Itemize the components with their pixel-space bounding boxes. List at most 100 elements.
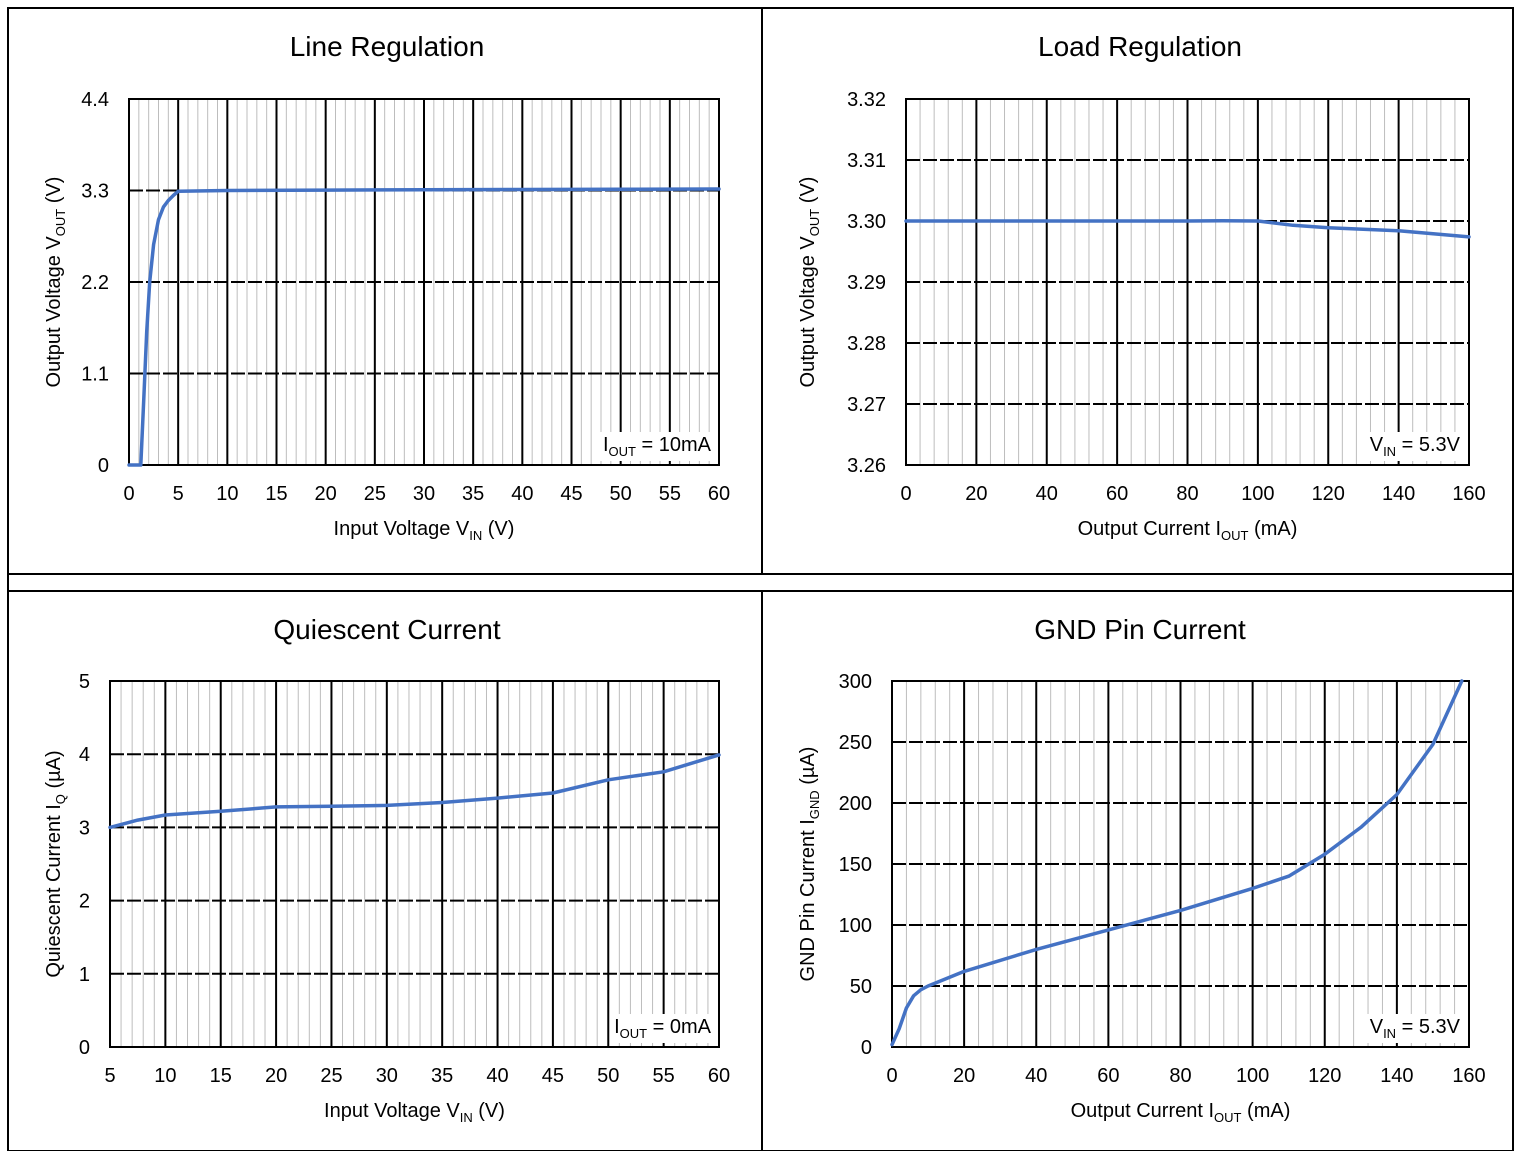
x-tick-label: 100 (1241, 483, 1274, 505)
x-axis-label-sub: IN (460, 1110, 473, 1125)
x-tick-label: 30 (413, 483, 435, 505)
series-line-1 (890, 679, 1464, 1047)
plot-area-frame (905, 98, 1470, 466)
y-tick-label: 1.1 (81, 364, 109, 386)
x-tick-label: 120 (1312, 483, 1345, 505)
series-line-1 (127, 187, 721, 467)
condition-annotation: VIN = 5.3V (1365, 1014, 1465, 1043)
y-tick-label: 4.4 (81, 89, 109, 111)
y-tick-label: 3.31 (847, 150, 886, 172)
series-line-1 (108, 753, 721, 830)
minor-gridlines (120, 681, 709, 1047)
y-tick-labels: 3.26 3.27 3.28 3.29 3.30 3.31 3.32 (847, 89, 886, 477)
x-tick-label: 50 (610, 483, 632, 505)
y-tick-label: 3.30 (847, 211, 886, 233)
chart-title: Quiescent Current (273, 614, 500, 645)
chart-panel-4: GND Pin Current 0 20 40 60 80 100 120 140 160 0 50 1… (797, 614, 1486, 1125)
plot-area-frame (109, 680, 720, 1048)
x-axis-label: Input Voltage VIN (V) (324, 1100, 505, 1125)
y-axis-label-post: (µA) (43, 750, 65, 794)
x-tick-label: 60 (1097, 1065, 1119, 1087)
y-tick-label: 100 (839, 915, 872, 937)
x-tick-label: 0 (123, 483, 134, 505)
condition-label-background (1365, 1014, 1465, 1043)
x-tick-label: 160 (1452, 483, 1485, 505)
x-tick-label: 80 (1169, 1065, 1191, 1087)
y-axis-label-post: (µA) (797, 747, 819, 791)
x-tick-label: 40 (511, 483, 533, 505)
y-tick-labels: 0 50 100 150 200 250 300 (839, 671, 872, 1059)
x-tick-label: 60 (708, 483, 730, 505)
condition-label-post: = 0mA (647, 1016, 712, 1038)
y-tick-label: 50 (850, 976, 872, 998)
x-axis-label-sub: OUT (1221, 528, 1249, 543)
x-tick-label: 10 (154, 1065, 176, 1087)
major-gridlines (892, 681, 1469, 1047)
chart-title: Load Regulation (1038, 31, 1242, 62)
y-tick-label: 0 (98, 455, 109, 477)
condition-label-post: = 5.3V (1396, 1016, 1461, 1038)
x-tick-labels: 0 20 40 60 80 100 120 140 160 (900, 483, 1485, 505)
x-tick-label: 20 (315, 483, 337, 505)
x-tick-label: 15 (265, 483, 287, 505)
x-tick-label: 55 (653, 1065, 675, 1087)
plot-area-frame (128, 98, 720, 466)
y-axis-label-sub: Q (53, 794, 68, 804)
x-axis-label-sub: OUT (1214, 1110, 1242, 1125)
x-tick-label: 50 (597, 1065, 619, 1087)
x-axis-label-post: (V) (482, 518, 514, 540)
y-tick-labels: 0 1 2 3 4 5 (79, 671, 90, 1059)
y-axis-label-main: Quiescent Current I (43, 804, 65, 977)
x-axis-label-main: Input Voltage V (324, 1100, 460, 1122)
y-axis-label: Output Voltage VOUT (V) (43, 177, 68, 388)
x-tick-label: 80 (1176, 483, 1198, 505)
panel-borders (7, 7, 1514, 1151)
x-tick-label: 100 (1236, 1065, 1269, 1087)
x-tick-label: 40 (1025, 1065, 1047, 1087)
y-tick-label: 3.28 (847, 333, 886, 355)
x-tick-label: 45 (542, 1065, 564, 1087)
y-axis-label: Quiescent Current IQ (µA) (43, 750, 68, 977)
condition-label: IOUT = 0mA (614, 1016, 712, 1041)
x-tick-label: 60 (708, 1065, 730, 1087)
condition-label-main: I (603, 434, 609, 456)
condition-label: VIN = 5.3V (1370, 434, 1461, 459)
y-tick-label: 2 (79, 891, 90, 913)
x-axis-label-post: (mA) (1241, 1100, 1290, 1122)
y-tick-label: 4 (79, 744, 90, 766)
y-tick-label: 3.32 (847, 89, 886, 111)
y-tick-labels: 0 1.1 2.2 3.3 4.4 (81, 89, 109, 477)
x-tick-label: 0 (886, 1065, 897, 1087)
condition-label-sub: IN (1383, 444, 1396, 459)
condition-annotation: VIN = 5.3V (1365, 432, 1465, 461)
y-axis-label-main: Output Voltage V (43, 236, 65, 388)
series-line-1 (904, 218, 1471, 239)
condition-annotation: IOUT = 0mA (610, 1014, 716, 1043)
major-gridlines (110, 681, 719, 1047)
y-tick-label: 3 (79, 817, 90, 839)
x-tick-label: 40 (486, 1065, 508, 1087)
condition-annotation: IOUT = 10mA (598, 432, 716, 461)
condition-label-sub: IN (1383, 1026, 1396, 1041)
x-tick-label: 10 (216, 483, 238, 505)
outer-frame (7, 7, 1514, 1151)
y-axis-label-main: GND Pin Current I (797, 819, 819, 981)
condition-label-background (610, 1014, 716, 1043)
y-tick-label: 150 (839, 854, 872, 876)
x-axis-label: Output Current IOUT (mA) (1078, 518, 1298, 543)
x-tick-label: 0 (900, 483, 911, 505)
x-axis-label-post: (mA) (1248, 518, 1297, 540)
x-tick-label: 40 (1036, 483, 1058, 505)
x-tick-label: 5 (173, 483, 184, 505)
x-tick-labels: 0 20 40 60 80 100 120 140 160 (886, 1065, 1485, 1087)
y-tick-label: 300 (839, 671, 872, 693)
x-tick-label: 35 (462, 483, 484, 505)
x-axis-label-main: Output Current I (1071, 1100, 1214, 1122)
x-tick-label: 35 (431, 1065, 453, 1087)
x-tick-label: 25 (320, 1065, 342, 1087)
y-axis-label-sub: OUT (53, 209, 68, 237)
x-tick-label: 30 (376, 1065, 398, 1087)
